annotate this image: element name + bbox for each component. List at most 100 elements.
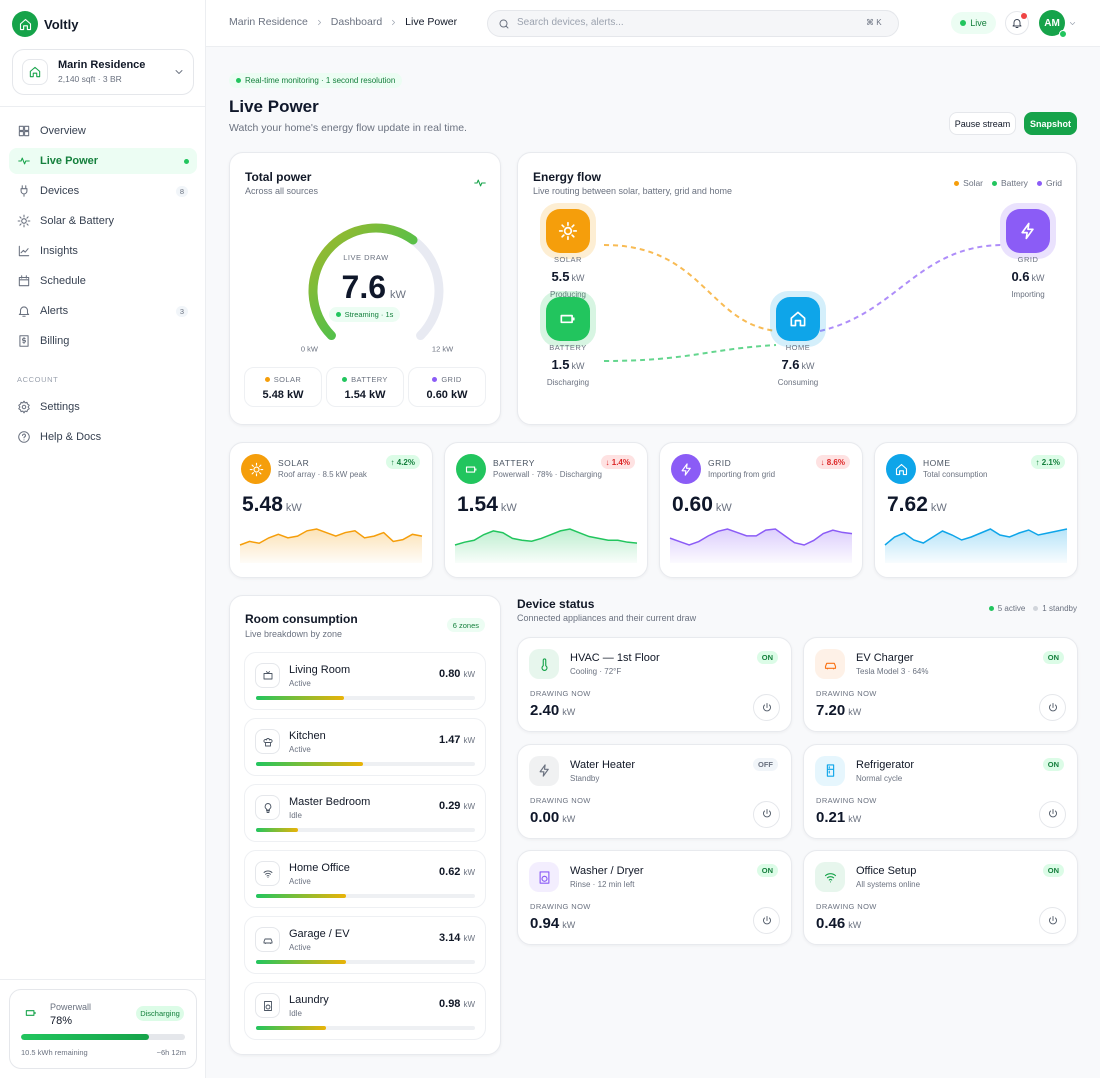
icon-shape bbox=[465, 465, 476, 473]
icon bbox=[824, 872, 836, 882]
nav-item[interactable]: Alerts 3 bbox=[9, 298, 197, 324]
icon bbox=[263, 737, 272, 746]
legend-item: Battery bbox=[992, 178, 1028, 188]
gauge-scale-label: 0 kW bbox=[301, 345, 319, 354]
change-pill: ↑ 2.1% bbox=[1030, 455, 1065, 469]
node-number: 0.6 bbox=[1011, 269, 1029, 284]
search-shortcut: ⌘ K bbox=[866, 18, 882, 27]
icon-shape bbox=[1048, 915, 1057, 924]
icon-shape bbox=[681, 462, 691, 476]
device-icon bbox=[529, 862, 559, 892]
legend-item: Solar bbox=[954, 178, 983, 188]
node-icon bbox=[560, 314, 575, 324]
source-name: BATTERY bbox=[327, 375, 403, 384]
source-label: BATTERY bbox=[351, 375, 388, 384]
device-unit: kW bbox=[562, 707, 576, 717]
spark-area bbox=[670, 529, 852, 563]
nav-item[interactable]: Overview bbox=[9, 118, 197, 144]
icon-shape bbox=[317, 19, 321, 25]
state-pill: ON bbox=[756, 864, 778, 877]
summary-label: 1 standby bbox=[1042, 604, 1077, 613]
room-value: 0.29 bbox=[439, 800, 461, 812]
node-status: Importing bbox=[1011, 290, 1044, 299]
snapshot-button[interactable]: Snapshot bbox=[1024, 112, 1077, 135]
stat-icon bbox=[671, 454, 701, 484]
power-button[interactable] bbox=[753, 694, 780, 721]
device-card: HVAC — 1st Floor Cooling · 72°F ON DRAWING … bbox=[517, 637, 792, 732]
nav-badge: 3 bbox=[176, 306, 188, 317]
nav-item[interactable]: Insights bbox=[9, 238, 197, 264]
sparkline bbox=[669, 528, 853, 563]
room-value-row: 0.98 kW bbox=[439, 998, 475, 1010]
card-subtitle: Live routing between solar, battery, gri… bbox=[533, 186, 732, 196]
power-button[interactable] bbox=[1039, 907, 1066, 934]
gauge-label: LIVE DRAW bbox=[343, 253, 389, 262]
icon bbox=[175, 70, 183, 74]
room-unit: kW bbox=[463, 802, 475, 811]
room-bar-track bbox=[256, 696, 475, 700]
nav-item[interactable]: Billing bbox=[9, 328, 197, 354]
node-value: 7.6 kW bbox=[781, 357, 815, 372]
nav-item[interactable]: Settings bbox=[9, 394, 197, 420]
power-button[interactable] bbox=[1039, 694, 1066, 721]
source-value: 5.48 kW bbox=[262, 389, 304, 401]
stat-card: SOLAR Roof array · 8.5 kW peak ↑ 4.2% 5.48 k… bbox=[229, 442, 433, 578]
powerwall-card: Powerwall 78% Discharging 10.5 kWh remainin… bbox=[9, 989, 197, 1069]
card-subtitle: Across all sources bbox=[245, 186, 319, 196]
stat-card: BATTERY Powerwall · 78% · Discharging ↓ 1.… bbox=[444, 442, 648, 578]
icon bbox=[18, 431, 30, 443]
nav-item[interactable]: Live Power bbox=[9, 148, 197, 174]
spark-line bbox=[239, 528, 423, 546]
icon bbox=[263, 1000, 272, 1011]
device-name: Washer / Dryer bbox=[570, 865, 644, 877]
breadcrumb[interactable]: Marin Residence bbox=[229, 16, 308, 28]
device-value-row: 0.21 kW bbox=[816, 809, 861, 826]
card-subtitle: Live breakdown by zone bbox=[245, 629, 343, 639]
brand-name: Voltly bbox=[44, 17, 79, 32]
stat-value-row: 1.54 kW bbox=[457, 493, 517, 517]
stat-unit: kW bbox=[715, 502, 732, 514]
device-unit: kW bbox=[848, 920, 862, 930]
node-value: 1.5 kW bbox=[551, 357, 585, 372]
card-title: Total power bbox=[245, 170, 312, 184]
live-pill: Live bbox=[951, 12, 996, 34]
home-selector[interactable]: Marin Residence 2,140 sqft · 3 BR bbox=[12, 49, 194, 95]
summary-item: 5 active bbox=[988, 604, 1025, 613]
node-icon-bg bbox=[546, 209, 590, 253]
device-value-row: 2.40 kW bbox=[530, 702, 575, 719]
power-button[interactable] bbox=[753, 800, 780, 828]
search-box[interactable]: Search devices, alerts... ⌘ K bbox=[487, 10, 899, 37]
nav-item[interactable]: Devices 8 bbox=[9, 178, 197, 204]
nav-item[interactable]: Schedule bbox=[9, 268, 197, 294]
pause-button[interactable]: Pause stream bbox=[949, 112, 1016, 135]
home-icon bbox=[22, 59, 48, 85]
nav-label: Insights bbox=[40, 245, 78, 257]
node-name: GRID bbox=[1018, 255, 1039, 264]
icon bbox=[29, 66, 41, 78]
breadcrumb[interactable]: Dashboard bbox=[330, 16, 383, 28]
device-value-row: 0.94 kW bbox=[530, 915, 575, 932]
nav-item[interactable]: Help & Docs bbox=[9, 424, 197, 450]
home-details: 2,140 sqft · 3 BR bbox=[58, 74, 122, 84]
room-item: Kitchen Active 1.47 kW bbox=[244, 718, 486, 776]
spark-area bbox=[885, 529, 1067, 563]
nav-item[interactable]: Solar & Battery bbox=[9, 208, 197, 234]
avatar[interactable]: AM bbox=[1039, 10, 1065, 36]
device-card: Refrigerator Normal cycle ON DRAWING NOW 0.2… bbox=[803, 743, 1078, 839]
power-button[interactable] bbox=[1039, 800, 1066, 828]
device-name: Refrigerator bbox=[856, 758, 915, 771]
home-name: Marin Residence bbox=[58, 59, 146, 71]
flow-line bbox=[603, 344, 777, 362]
device-value-row: 7.20 kW bbox=[816, 702, 861, 719]
notifications[interactable] bbox=[1005, 11, 1029, 35]
icon bbox=[1012, 19, 1022, 28]
legend-dot bbox=[992, 180, 997, 186]
breadcrumbs: Marin Residence Dashboard Live Power bbox=[229, 16, 457, 28]
device-card: Office Setup All systems online ON DRAWING … bbox=[803, 850, 1078, 945]
power-button[interactable] bbox=[753, 907, 780, 934]
node-name: SOLAR bbox=[554, 255, 582, 264]
icon-shape bbox=[263, 938, 272, 944]
device-value: 2.40 bbox=[530, 702, 560, 719]
